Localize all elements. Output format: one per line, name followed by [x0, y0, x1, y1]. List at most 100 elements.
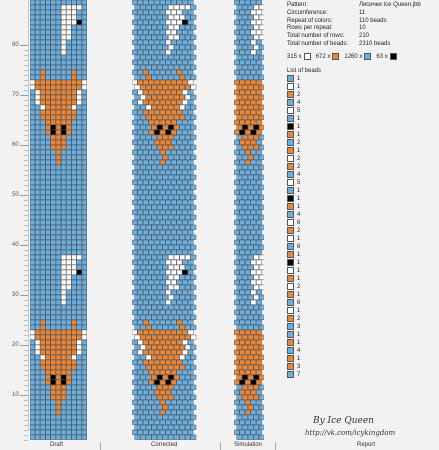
bead-list-count: 1 [297, 123, 301, 130]
bead [234, 399, 240, 405]
bead [55, 69, 61, 75]
bead [45, 294, 51, 300]
bead [66, 54, 72, 60]
ruler-minor-tick [24, 235, 28, 236]
bead [154, 329, 160, 335]
bead [55, 119, 61, 125]
bead [250, 39, 257, 45]
bead [234, 159, 240, 165]
bead [154, 189, 160, 195]
bead [61, 199, 67, 205]
bead [55, 229, 61, 235]
bead [30, 154, 35, 160]
bead-list-count: 1 [297, 235, 301, 242]
draft-label: Draft [50, 442, 64, 448]
bead [81, 314, 87, 320]
bead-list-item: 1 [287, 131, 437, 139]
bead [66, 369, 72, 375]
bead [162, 164, 169, 170]
bead [171, 89, 177, 95]
bead [71, 409, 77, 415]
signature-link[interactable]: http://vk.com/icykingdom [305, 429, 396, 437]
draft-bead-grid[interactable] [30, 0, 88, 442]
bead [132, 279, 138, 285]
bead [179, 244, 185, 250]
bead [190, 334, 197, 340]
ruler-minor-tick [24, 85, 28, 86]
simulation-bead-grid[interactable] [234, 0, 264, 442]
bead [71, 99, 77, 105]
bead [173, 264, 180, 270]
bead [66, 249, 72, 255]
bead [148, 189, 155, 195]
bead [132, 219, 138, 225]
bead [145, 64, 152, 70]
bead [168, 274, 174, 280]
bead [55, 304, 61, 310]
bead [256, 39, 262, 45]
bead [61, 354, 67, 360]
bead [81, 399, 87, 405]
bead [242, 64, 248, 70]
bead [245, 429, 251, 435]
bead [55, 359, 61, 365]
bead [40, 229, 46, 235]
bead [236, 404, 243, 410]
bead [50, 404, 56, 410]
color-swatch [287, 163, 294, 171]
bead [40, 414, 46, 420]
bead [234, 389, 240, 395]
bead [140, 104, 146, 110]
bead [30, 164, 35, 170]
bead [182, 9, 188, 15]
bead [66, 0, 72, 5]
bead [55, 169, 61, 175]
bead [76, 369, 82, 375]
bead [157, 364, 163, 370]
bead [71, 104, 77, 110]
bead-count-text: 672 x [315, 53, 331, 60]
bead [81, 409, 87, 415]
color-swatch [287, 307, 294, 315]
bead [61, 134, 67, 140]
bead [151, 334, 157, 340]
bead [132, 39, 138, 45]
bead [76, 99, 82, 105]
bead [30, 339, 35, 345]
bead [30, 299, 35, 305]
bead [40, 224, 46, 230]
bead [45, 244, 51, 250]
bead [239, 399, 245, 405]
bead [45, 179, 51, 185]
bead [132, 59, 138, 65]
bead [187, 389, 194, 395]
bead [173, 204, 180, 210]
bead-list-count: 1 [297, 267, 301, 274]
bead [35, 219, 41, 225]
ruler-tick [20, 195, 28, 196]
bead [61, 109, 67, 115]
bead [242, 354, 248, 360]
bead [66, 214, 72, 220]
bead [143, 39, 149, 45]
bead [30, 234, 35, 240]
bead [134, 94, 141, 100]
bead [253, 24, 259, 30]
bead [40, 359, 46, 365]
bead [30, 169, 35, 175]
corrected-bead-grid[interactable] [132, 0, 198, 442]
bead [253, 94, 259, 100]
bead [173, 34, 180, 40]
bead [176, 289, 183, 295]
bead [253, 234, 259, 240]
bead [55, 189, 61, 195]
bead [187, 119, 194, 125]
bead [148, 69, 155, 75]
bead [185, 74, 191, 80]
bead [140, 134, 146, 140]
bead [148, 249, 155, 255]
bead [171, 169, 177, 175]
bead [162, 294, 169, 300]
bead [81, 219, 87, 225]
bead [242, 104, 248, 110]
